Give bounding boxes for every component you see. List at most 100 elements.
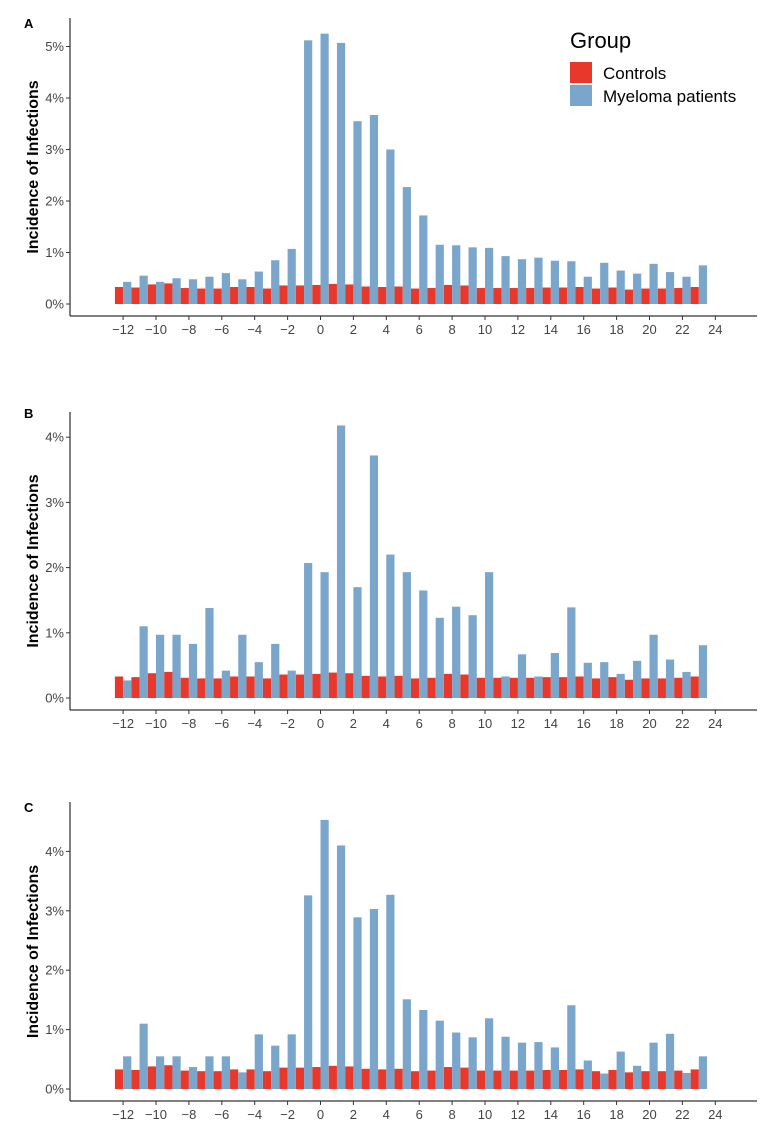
bar-myeloma — [205, 276, 214, 304]
y-tick-label: 0% — [45, 691, 64, 706]
bar-myeloma — [534, 676, 543, 698]
bar-controls — [131, 677, 140, 698]
bar-controls — [131, 287, 140, 304]
bar-controls — [493, 1070, 502, 1089]
bar-myeloma — [304, 563, 313, 698]
bar-controls — [246, 287, 255, 304]
bar-myeloma — [386, 554, 395, 698]
x-tick-label: 4 — [383, 1107, 390, 1122]
bar-controls — [328, 283, 337, 304]
bar-controls — [394, 675, 403, 698]
bar-myeloma — [221, 1056, 230, 1089]
bar-myeloma — [419, 590, 428, 698]
bar-myeloma — [698, 265, 708, 304]
bar-controls — [361, 675, 370, 698]
bar-controls — [378, 676, 387, 698]
bar-myeloma — [633, 1065, 642, 1089]
bar-myeloma — [665, 272, 675, 304]
bar-myeloma — [287, 248, 296, 304]
bar-controls — [147, 673, 156, 698]
bar-controls — [262, 678, 272, 698]
bar-myeloma — [386, 149, 395, 304]
panel-b: B Incidence of Infections 0% 1% 2% 3% 4% −12 −10… — [24, 406, 757, 731]
bar-controls — [476, 677, 485, 698]
bar-myeloma — [221, 670, 230, 698]
bar-myeloma — [468, 1037, 477, 1089]
bar-myeloma — [254, 662, 263, 698]
bar-myeloma — [550, 1047, 559, 1089]
bar-controls — [180, 1070, 189, 1089]
bar-myeloma — [534, 1042, 543, 1089]
x-tick-label: −10 — [145, 1107, 167, 1122]
bar-myeloma — [254, 271, 263, 304]
bar-myeloma — [402, 999, 411, 1089]
bar-myeloma — [435, 617, 444, 698]
bar-myeloma — [501, 256, 510, 304]
bar-myeloma — [123, 680, 132, 698]
y-tick-label: 4% — [45, 844, 64, 859]
x-tick-label: 0 — [317, 1107, 324, 1122]
bar-myeloma — [287, 670, 296, 698]
bar-myeloma — [123, 281, 132, 304]
bar-controls — [361, 286, 370, 304]
bar-controls — [213, 678, 222, 698]
bar-myeloma — [336, 425, 346, 698]
bar-myeloma — [633, 660, 642, 698]
x-tick-label: 16 — [576, 1107, 590, 1122]
bar-controls — [526, 1070, 535, 1089]
bar-myeloma — [698, 645, 708, 698]
y-tick-label: 4% — [45, 430, 64, 445]
x-tick-label: 24 — [708, 322, 722, 337]
x-tick-label: 18 — [609, 322, 623, 337]
bar-myeloma — [172, 1056, 181, 1089]
x-tick-label: 6 — [416, 716, 423, 731]
x-tick-label: 20 — [642, 716, 656, 731]
bar-controls — [262, 1071, 272, 1089]
x-tick-label: 4 — [383, 322, 390, 337]
bar-myeloma — [682, 276, 691, 304]
bar-myeloma — [501, 1036, 510, 1089]
bar-controls — [279, 285, 288, 304]
bar-controls — [394, 286, 403, 304]
bar-myeloma — [238, 634, 247, 698]
bar-controls — [509, 288, 518, 304]
bar-myeloma — [435, 244, 444, 304]
bar-myeloma — [156, 281, 165, 304]
bar-controls — [460, 285, 469, 304]
legend-title: Group — [570, 28, 631, 53]
bar-controls — [295, 285, 305, 304]
bar-myeloma — [205, 1056, 214, 1089]
bar-controls — [657, 288, 666, 304]
bar-myeloma — [665, 1033, 675, 1089]
bar-myeloma — [501, 676, 510, 698]
bar-controls — [460, 674, 469, 698]
bar-myeloma — [682, 671, 691, 698]
bar-myeloma — [254, 1034, 263, 1089]
bar-controls — [378, 1069, 387, 1089]
bar-myeloma — [485, 572, 494, 698]
bar-myeloma — [304, 40, 313, 304]
y-tick-label: 3% — [45, 142, 64, 157]
y-tick-label: 0% — [45, 1082, 64, 1097]
y-tick-label: 3% — [45, 903, 64, 918]
bar-controls — [526, 288, 535, 304]
bar-controls — [443, 673, 453, 698]
x-tick-label: −12 — [112, 716, 134, 731]
bar-myeloma — [616, 270, 625, 304]
bar-myeloma — [402, 187, 411, 304]
x-tick-label: 22 — [675, 1107, 689, 1122]
bar-controls — [493, 677, 502, 698]
bar-controls — [591, 678, 601, 698]
bar-controls — [213, 1071, 222, 1089]
y-tick-label: 1% — [45, 245, 64, 260]
bar-controls — [147, 284, 156, 304]
bar-controls — [641, 678, 650, 698]
x-tick-label: −6 — [214, 1107, 229, 1122]
bar-controls — [575, 1069, 584, 1089]
bar-controls — [411, 678, 420, 698]
x-tick-label: 22 — [675, 716, 689, 731]
bar-controls — [690, 287, 699, 304]
bar-myeloma — [485, 247, 494, 304]
